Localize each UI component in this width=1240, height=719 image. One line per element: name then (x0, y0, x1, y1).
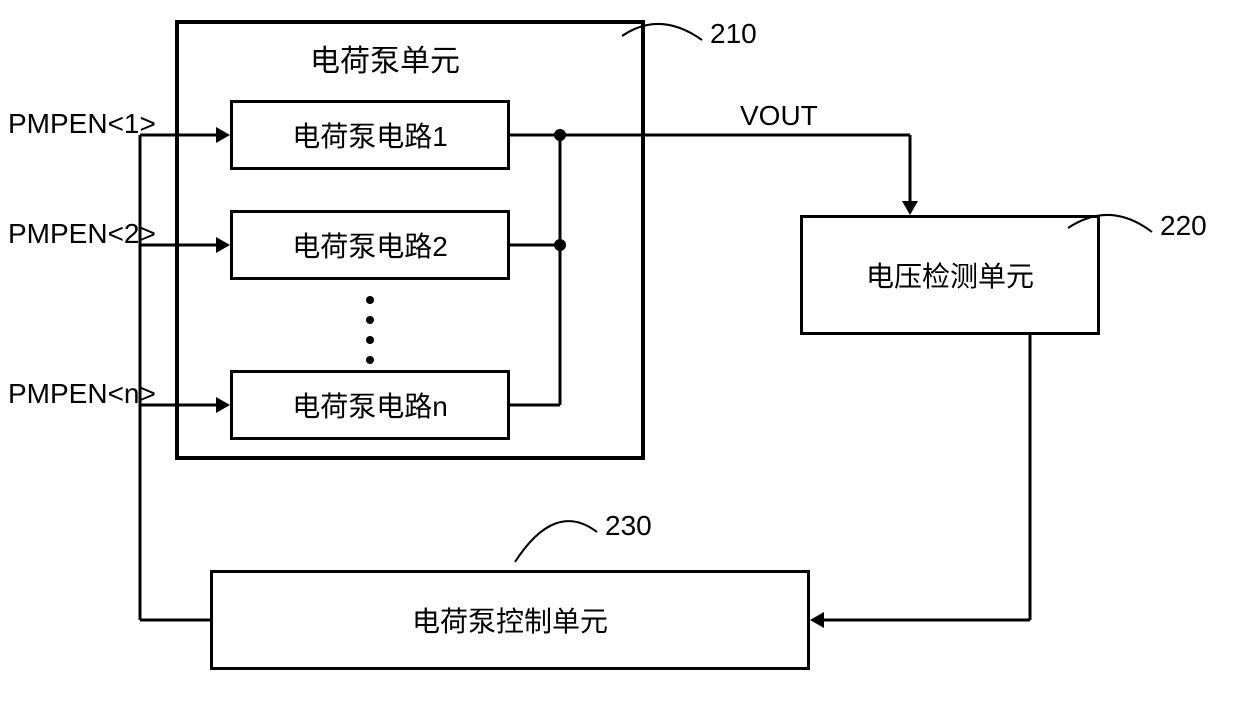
circuit-2-label: 电荷泵电路2 (292, 225, 448, 265)
charge-pump-circuit-1: 电荷泵电路1 (230, 100, 510, 170)
voltage-detector-block: 电压检测单元 (800, 215, 1100, 335)
circuit-n-label: 电荷泵电路n (292, 385, 448, 425)
charge-pump-circuit-2: 电荷泵电路2 (230, 210, 510, 280)
ref-220-label: 220 (1160, 210, 1207, 242)
input-label-pmpen-n: PMPEN<n> (8, 378, 156, 410)
vout-label: VOUT (740, 100, 818, 132)
charge-pump-circuit-n: 电荷泵电路n (230, 370, 510, 440)
charge-pump-controller-block: 电荷泵控制单元 (210, 570, 810, 670)
circuit-1-label: 电荷泵电路1 (292, 115, 448, 155)
ref-210-label: 210 (710, 18, 757, 50)
input-label-pmpen-1: PMPEN<1> (8, 108, 156, 140)
voltage-detector-label: 电压检测单元 (866, 255, 1034, 295)
charge-pump-unit-title: 电荷泵单元 (310, 36, 460, 80)
charge-pump-controller-label: 电荷泵控制单元 (412, 600, 608, 640)
ref-230-label: 230 (605, 510, 652, 542)
diagram-canvas: 电荷泵单元 电荷泵电路1 电荷泵电路2 电荷泵电路n 电压检测单元 电荷泵控制单… (0, 0, 1240, 719)
input-label-pmpen-2: PMPEN<2> (8, 218, 156, 250)
